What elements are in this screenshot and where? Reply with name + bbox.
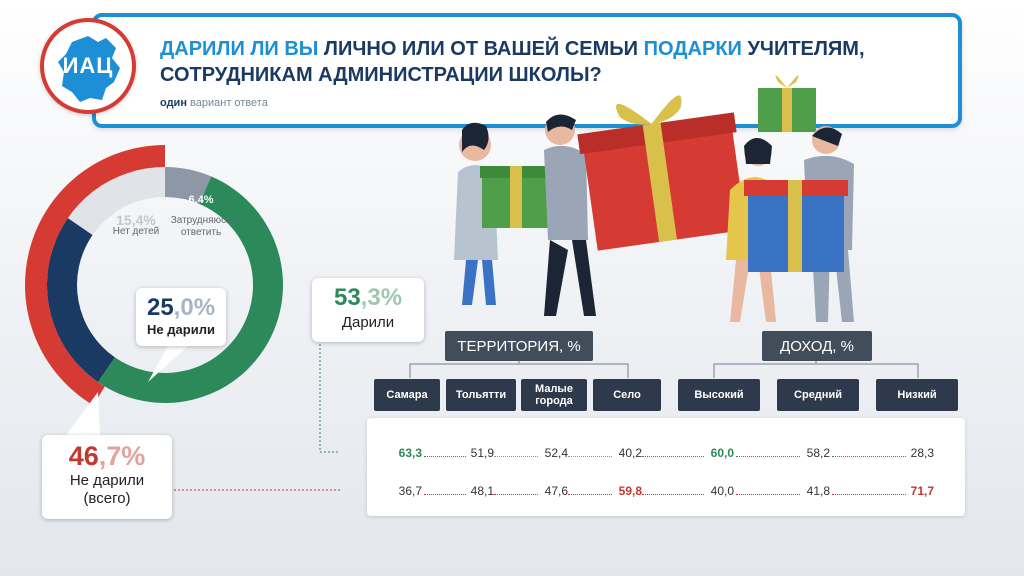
donut-chart [24,145,340,491]
col-high-income: Высокий [678,379,760,411]
cell-not-gave-high: 40,0 [710,484,734,498]
iac-logo: ИАЦ [40,18,136,114]
row-leader [494,494,538,495]
row-leader [424,494,466,495]
row-leader [736,494,800,495]
slice-gave [97,176,284,404]
slice-not-gave [47,217,115,383]
cell-gave-low: 28,3 [910,446,934,460]
callout-not-gave-total: 46,7% Не дарили (всего) [42,435,172,519]
label-hard-to-answer: 6,4% Затрудняюсь ответить [170,194,232,238]
region-map-icon [58,36,120,102]
page-title: Дарили ли вы лично или от вашей семьи по… [160,38,865,86]
col-low-income: Низкий [876,379,958,411]
cell-gave-village: 40,2 [618,446,642,460]
callout-25-pointer [148,346,188,382]
cell-not-gave-village: 59,8 [618,484,642,498]
cell-not-gave-mid: 41,8 [806,484,830,498]
callout-467-pointer [64,392,100,438]
cell-gave-mid: 58,2 [806,446,830,460]
group-income: ДОХОД, % [762,331,872,361]
row-leader [832,456,906,457]
row-leader [568,456,612,457]
row-leader [424,456,466,457]
page-subtitle: один вариант ответа [160,97,268,109]
cell-gave-tolyatti: 51,9 [470,446,494,460]
slice-hard-to-answer [165,167,212,205]
slice-no-children [67,167,165,236]
header-card [92,13,962,128]
callout-not-gave: 25,0% Не дарили [136,288,226,346]
col-tolyatti: Тольятти [446,379,516,411]
col-mid-income: Средний [777,379,859,411]
row-leader [642,456,704,457]
slice-not-gave-total [24,145,165,406]
leader-gave [319,300,340,453]
cell-not-gave-samara: 36,7 [398,484,422,498]
col-village: Село [593,379,661,411]
cell-gave-samara: 63,3 [398,446,422,460]
cell-gave-small-towns: 52,4 [544,446,568,460]
cell-not-gave-tolyatti: 48,1 [470,484,494,498]
callout-gave: 53,3% Дарили [312,278,424,342]
cell-gave-high: 60,0 [710,446,734,460]
col-samara: Самара [374,379,440,411]
row-leader [642,494,704,495]
col-small-towns: Малые города [521,379,587,411]
logo-text: ИАЦ [62,53,114,78]
group-territory: ТЕРРИТОРИЯ, % [445,331,593,361]
cell-not-gave-low: 71,7 [910,484,934,498]
row-leader [568,494,612,495]
row-leader [736,456,800,457]
row-leader [494,456,538,457]
cell-not-gave-small-towns: 47,6 [544,484,568,498]
values-table [367,418,965,516]
row-leader [832,494,906,495]
gift-illustration [454,75,854,322]
label-no-children: 15,4% Нет детей [112,212,160,237]
